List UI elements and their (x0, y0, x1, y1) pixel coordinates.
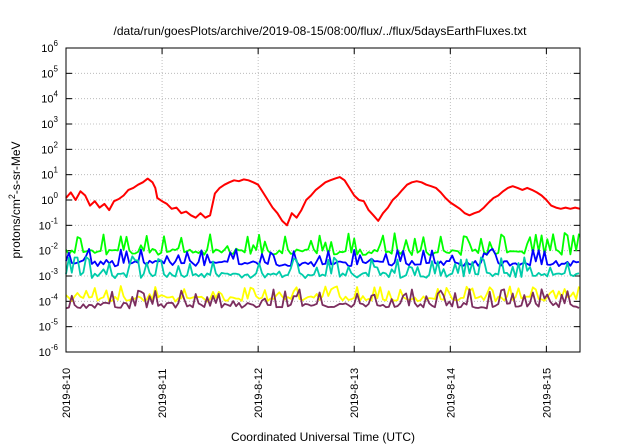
y-label-suffix: -s-sr-MeV (9, 141, 23, 194)
plot-frame (65, 47, 581, 353)
y-label-sup: 2 (7, 194, 17, 199)
x-tick-label: 2019-8-13 (349, 368, 361, 418)
x-tick-label: 2019-8-15 (541, 368, 553, 418)
series-line-6 (65, 288, 580, 310)
grid (65, 47, 580, 353)
x-tick-labels: 2019-8-10 2019-8-11 2019-8-12 2019-8-13 2019… (61, 368, 553, 418)
series-line-4 (65, 255, 580, 279)
y-tick-label: 105 (41, 64, 58, 80)
x-axis-label: Coordinated Universal Time (UTC) (231, 430, 415, 444)
series-line-0 (65, 176, 581, 227)
y-label-prefix: protons/cm (9, 199, 23, 258)
y-axis-label: protons/cm2-s-sr-MeV (7, 141, 23, 258)
x-tick-label: 2019-8-10 (61, 368, 73, 418)
series-group (65, 176, 581, 310)
y-tick-label: 100 (41, 191, 58, 207)
y-tick-label: 104 (41, 90, 58, 106)
series-line-3 (65, 248, 580, 268)
x-tick-label: 2019-8-12 (253, 368, 265, 418)
y-tick-label: 10-1 (39, 216, 59, 232)
y-tick-label: 10-5 (39, 318, 59, 334)
y-tick-labels: 10-6 10-5 10-4 10-3 10-2 10-1 100 101 102 103 104 1… (39, 39, 59, 359)
y-tick-label: 106 (41, 39, 58, 55)
x-tick-label: 2019-8-11 (157, 369, 169, 418)
y-tick-label: 10-3 (39, 267, 59, 283)
y-tick-label: 103 (41, 115, 58, 131)
series-line-2 (66, 256, 578, 259)
chart-title: /data/run/goesPlots/archive/2019-08-15/0… (114, 24, 528, 38)
y-tick-label: 10-4 (39, 292, 59, 308)
x-tick-label: 2019-8-14 (445, 368, 457, 418)
y-tick-label: 10-2 (39, 242, 59, 258)
series-line-5 (65, 285, 580, 303)
y-tick-label: 10-6 (39, 343, 59, 359)
y-tick-label: 101 (41, 166, 58, 182)
y-tick-label: 102 (41, 140, 58, 156)
series-line-1 (65, 232, 580, 256)
